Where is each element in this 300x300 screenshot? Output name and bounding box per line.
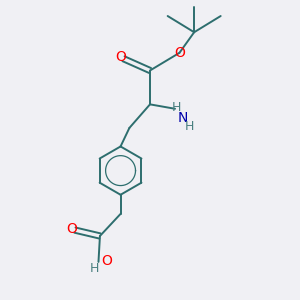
Text: O: O xyxy=(67,222,77,236)
Text: H: H xyxy=(172,101,181,114)
Text: O: O xyxy=(115,50,126,64)
Text: N: N xyxy=(177,111,188,124)
Text: H: H xyxy=(89,262,99,275)
Text: O: O xyxy=(175,46,185,60)
Text: O: O xyxy=(101,254,112,268)
Text: H: H xyxy=(184,120,194,133)
